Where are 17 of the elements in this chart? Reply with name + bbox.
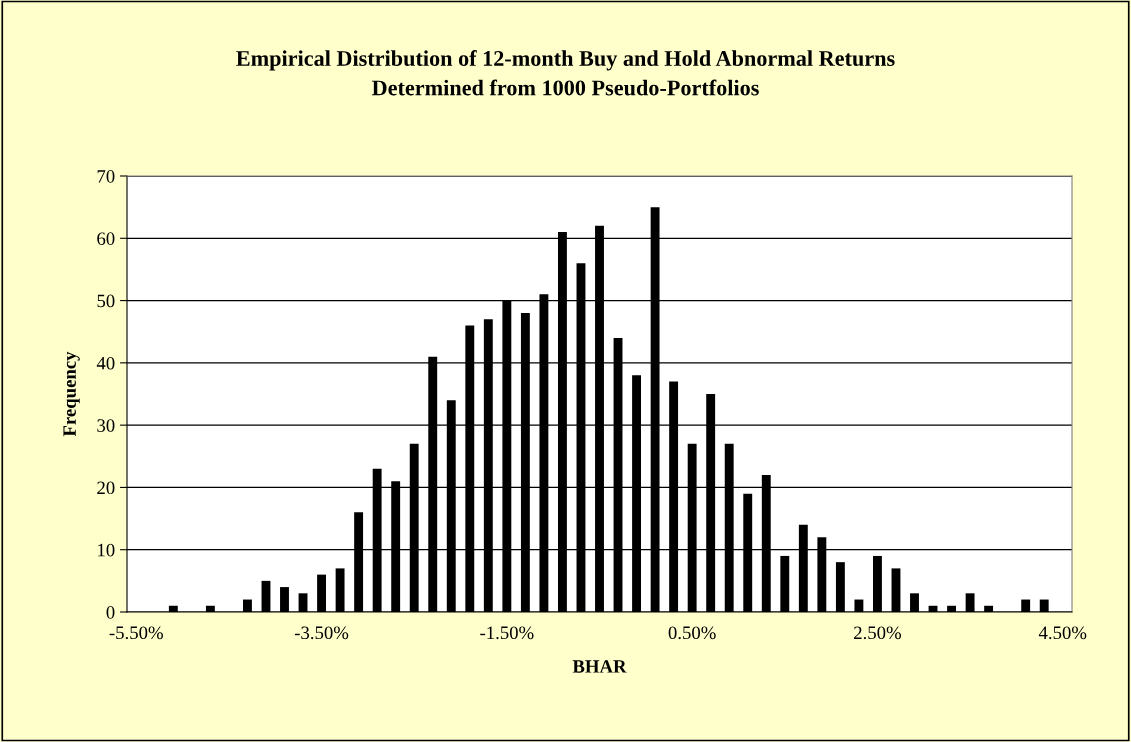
y-tick-label: 20 bbox=[97, 481, 115, 495]
x-tick-label: 2.50% bbox=[854, 626, 902, 640]
x-tick-label: -3.50% bbox=[294, 626, 349, 640]
y-axis-title: Frequency bbox=[63, 351, 80, 437]
y-tick-label: 0 bbox=[106, 606, 115, 619]
y-tick-label: 50 bbox=[97, 294, 115, 308]
x-tick-label: 0.50% bbox=[668, 626, 716, 640]
x-axis-title: BHAR bbox=[572, 660, 627, 673]
chart-title: Empirical Distribution of 12-month Buy and Hold Abnormal Returns Determined from 1000 Pseudo-Portfolios bbox=[236, 50, 895, 96]
x-tick-label: -5.50% bbox=[109, 626, 163, 640]
y-tick-label: 10 bbox=[98, 543, 115, 557]
x-tick-label: 4.50% bbox=[1038, 626, 1087, 640]
x-tick-label: -1.50% bbox=[480, 626, 534, 640]
y-tick-label: 30 bbox=[97, 419, 115, 432]
y-tick-label: 40 bbox=[96, 356, 115, 370]
y-tick-label: 70 bbox=[97, 170, 115, 183]
y-tick-label: 60 bbox=[97, 232, 115, 245]
